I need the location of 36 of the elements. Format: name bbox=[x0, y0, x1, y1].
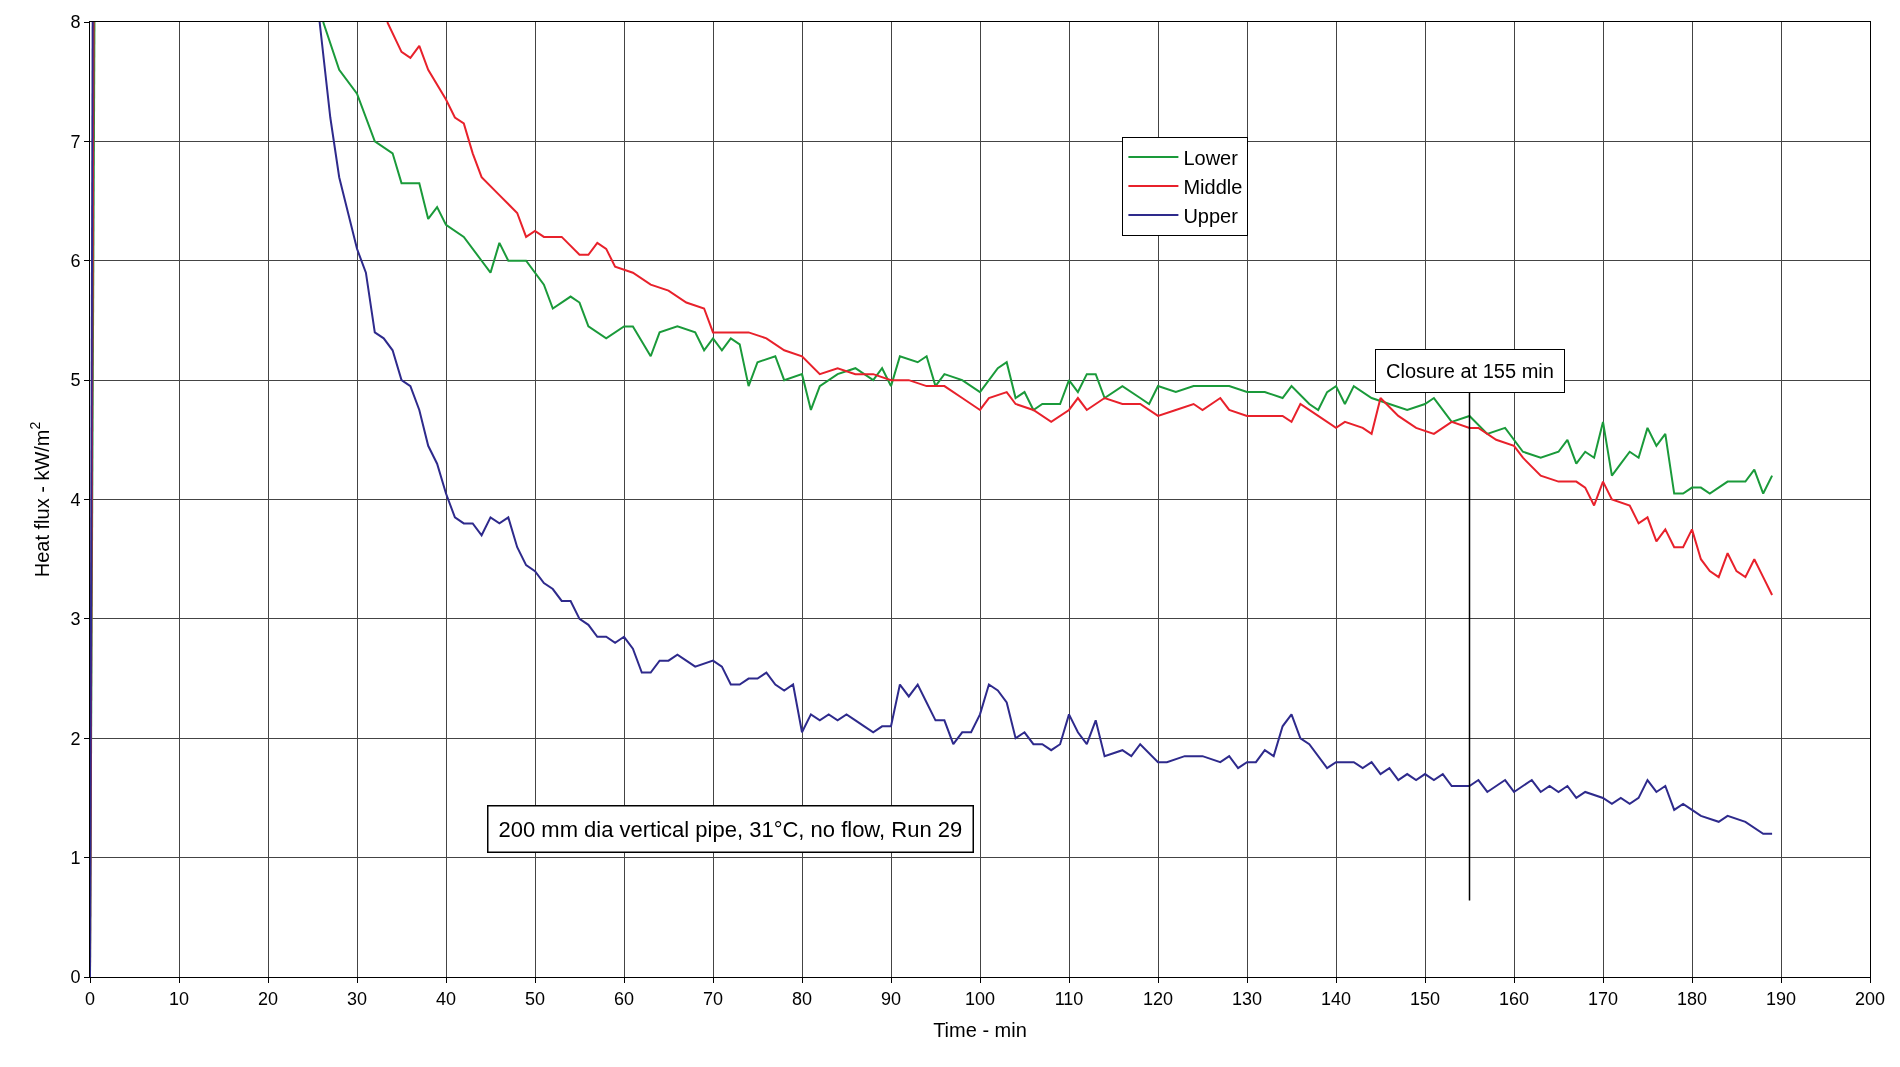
x-tick-label: 10 bbox=[168, 988, 190, 1009]
x-tick-label: 160 bbox=[1498, 988, 1530, 1009]
x-tick-label: 170 bbox=[1587, 988, 1619, 1009]
x-tick-label: 40 bbox=[435, 988, 457, 1009]
x-tick-label: 130 bbox=[1231, 988, 1263, 1009]
legend-label: Lower bbox=[1183, 146, 1239, 169]
y-tick-label: 4 bbox=[70, 489, 81, 510]
y-tick-label: 8 bbox=[70, 12, 81, 33]
x-tick-label: 20 bbox=[257, 988, 279, 1009]
legend-label: Upper bbox=[1183, 204, 1239, 227]
x-tick-label: 80 bbox=[791, 988, 813, 1009]
x-tick-label: 140 bbox=[1320, 988, 1352, 1009]
annotation: Closure at 155 min bbox=[1386, 360, 1554, 382]
annotation: 200 mm dia vertical pipe, 31°C, no flow, Run 29 bbox=[498, 816, 963, 842]
x-tick-label: 200 bbox=[1854, 988, 1886, 1009]
x-tick-label: 110 bbox=[1054, 988, 1084, 1009]
y-tick-label: 6 bbox=[70, 251, 81, 272]
x-tick-label: 180 bbox=[1676, 988, 1708, 1009]
x-axis-title: Time - min bbox=[933, 1019, 1027, 1042]
y-tick-label: 1 bbox=[70, 847, 81, 868]
y-tick-label: 7 bbox=[70, 131, 81, 152]
x-tick-label: 70 bbox=[702, 988, 724, 1009]
x-tick-label: 0 bbox=[84, 988, 96, 1009]
legend-label: Middle bbox=[1183, 175, 1243, 198]
x-tick-label: 120 bbox=[1142, 988, 1174, 1009]
x-tick-label: 190 bbox=[1765, 988, 1797, 1009]
x-tick-label: 50 bbox=[524, 988, 546, 1009]
x-tick-label: 150 bbox=[1409, 988, 1441, 1009]
y-tick-label: 0 bbox=[70, 967, 81, 988]
x-tick-label: 60 bbox=[613, 988, 635, 1009]
x-tick-label: 100 bbox=[964, 988, 996, 1009]
y-tick-label: 3 bbox=[70, 609, 81, 630]
x-tick-label: 30 bbox=[346, 988, 368, 1009]
x-tick-label: 90 bbox=[880, 988, 902, 1009]
y-tick-label: 2 bbox=[70, 728, 81, 749]
y-tick-label: 5 bbox=[70, 370, 81, 391]
